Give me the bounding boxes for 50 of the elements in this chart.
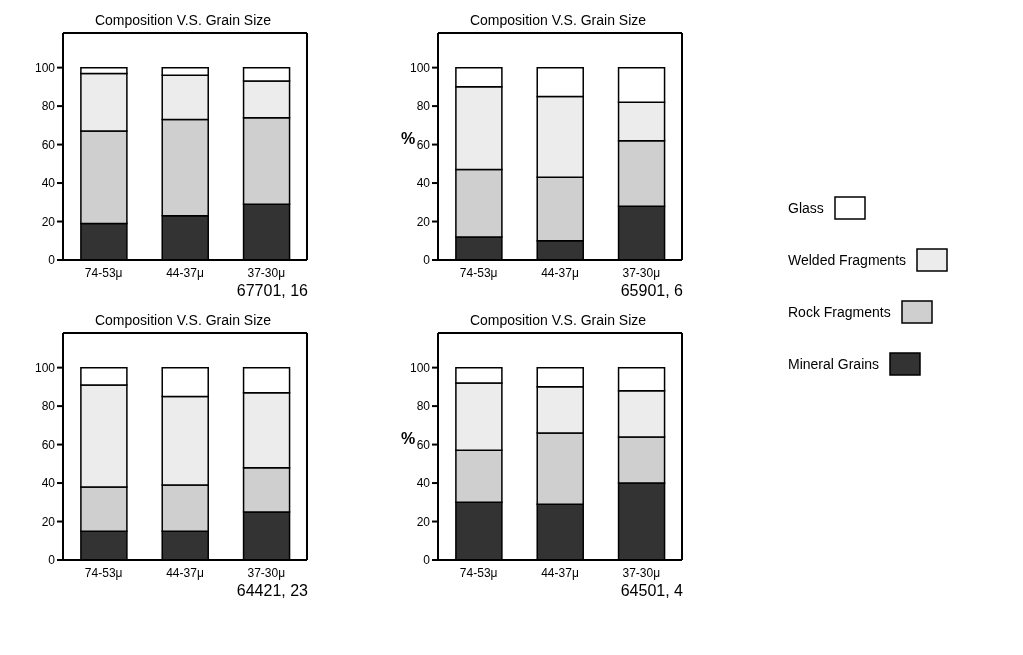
y-tick-label: 60	[41, 437, 56, 452]
x-tick-label: 74-53μ	[84, 265, 123, 280]
y-tick-label: 0	[423, 253, 431, 268]
y-axis-title: %	[401, 430, 416, 448]
chart-title: Composition V.S. Grain Size	[93, 12, 273, 28]
legend-label: Mineral Grains	[788, 356, 880, 372]
y-tick-label: 40	[41, 476, 56, 491]
x-tick-label: 44-37μ	[541, 265, 579, 280]
y-tick-label: 40	[416, 476, 431, 491]
x-tick-label: 44-37μ	[166, 265, 204, 280]
y-tick-label: 80	[41, 99, 56, 114]
x-axis-title: 67701, 16	[235, 282, 308, 300]
y-tick-label: 20	[416, 214, 431, 229]
y-tick-label: 0	[423, 553, 431, 568]
legend-label: Rock Fragments	[788, 304, 891, 320]
y-tick-label: 40	[416, 176, 431, 191]
y-tick-label: 0	[48, 553, 56, 568]
y-tick-label: 60	[416, 137, 431, 152]
x-axis-title: 64421, 23	[235, 582, 308, 600]
x-tick-label: 74-53μ	[459, 565, 498, 580]
legend-label: Glass	[788, 200, 824, 216]
x-tick-label: 37-30μ	[247, 265, 286, 280]
x-tick-label: 74-53μ	[84, 565, 123, 580]
y-tick-label: 20	[41, 214, 56, 229]
x-tick-label: 74-53μ	[459, 265, 498, 280]
x-tick-label: 37-30μ	[622, 565, 661, 580]
y-tick-label: 100	[409, 60, 431, 75]
x-tick-label: 37-30μ	[247, 565, 286, 580]
legend-label: Welded Fragments	[788, 252, 907, 268]
chart-title: Composition V.S. Grain Size	[468, 312, 648, 328]
chart-title: Composition V.S. Grain Size	[93, 312, 273, 328]
y-tick-label: 60	[41, 137, 56, 152]
chart-title: Composition V.S. Grain Size	[468, 12, 648, 28]
x-tick-label: 44-37μ	[541, 565, 579, 580]
y-tick-label: 100	[34, 60, 56, 75]
y-tick-label: 80	[416, 99, 431, 114]
y-tick-label: 60	[416, 437, 431, 452]
y-tick-label: 40	[41, 176, 56, 191]
x-tick-label: 37-30μ	[622, 265, 661, 280]
y-tick-label: 0	[48, 253, 56, 268]
x-tick-label: 44-37μ	[166, 565, 204, 580]
y-tick-label: 20	[41, 514, 56, 529]
y-tick-label: 80	[416, 399, 431, 414]
x-axis-title: 64501, 4	[619, 582, 683, 600]
y-tick-label: 100	[409, 360, 431, 375]
y-tick-label: 20	[416, 514, 431, 529]
x-axis-title: 65901, 6	[619, 282, 683, 300]
y-tick-label: 80	[41, 399, 56, 414]
y-axis-title: %	[401, 130, 416, 148]
y-tick-label: 100	[34, 360, 56, 375]
